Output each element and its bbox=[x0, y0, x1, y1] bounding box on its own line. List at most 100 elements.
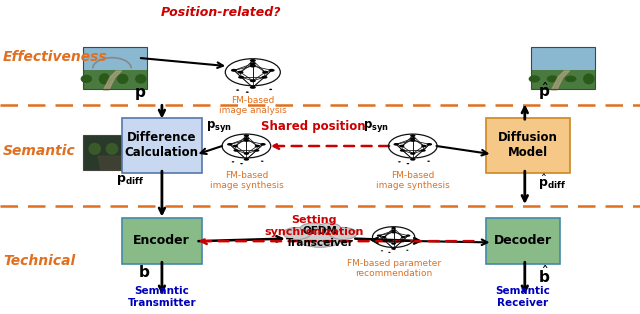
Circle shape bbox=[427, 143, 432, 146]
Circle shape bbox=[400, 149, 405, 152]
Ellipse shape bbox=[117, 74, 129, 84]
Circle shape bbox=[234, 149, 239, 152]
Ellipse shape bbox=[547, 75, 558, 83]
Text: Position-related?: Position-related? bbox=[161, 6, 281, 19]
Circle shape bbox=[260, 143, 266, 146]
Circle shape bbox=[237, 71, 243, 74]
Circle shape bbox=[428, 160, 430, 162]
FancyBboxPatch shape bbox=[486, 218, 560, 264]
Circle shape bbox=[250, 79, 256, 82]
Circle shape bbox=[236, 89, 239, 91]
Circle shape bbox=[382, 240, 387, 242]
Ellipse shape bbox=[88, 143, 101, 155]
Text: $\hat{\mathbf{b}}$: $\hat{\mathbf{b}}$ bbox=[538, 264, 550, 286]
FancyBboxPatch shape bbox=[486, 118, 570, 173]
Circle shape bbox=[391, 230, 396, 232]
Circle shape bbox=[406, 235, 410, 237]
Text: Technical: Technical bbox=[3, 254, 76, 268]
Ellipse shape bbox=[317, 223, 340, 233]
Ellipse shape bbox=[300, 223, 326, 233]
Circle shape bbox=[391, 242, 396, 245]
Ellipse shape bbox=[283, 227, 311, 240]
FancyArrowPatch shape bbox=[273, 143, 389, 149]
Circle shape bbox=[261, 160, 264, 162]
Text: $\mathbf{p}_{\mathbf{syn}}$: $\mathbf{p}_{\mathbf{syn}}$ bbox=[363, 119, 389, 134]
Text: Decoder: Decoder bbox=[494, 235, 552, 247]
FancyBboxPatch shape bbox=[531, 70, 595, 89]
Circle shape bbox=[250, 86, 256, 89]
Text: Effectiveness: Effectiveness bbox=[3, 50, 108, 63]
Text: $\mathbf{b}$: $\mathbf{b}$ bbox=[138, 264, 150, 280]
Circle shape bbox=[410, 158, 415, 161]
Circle shape bbox=[262, 71, 268, 74]
Circle shape bbox=[388, 252, 390, 253]
Text: $\hat{\mathbf{p}}$: $\hat{\mathbf{p}}$ bbox=[538, 80, 550, 102]
FancyArrowPatch shape bbox=[522, 262, 527, 291]
Circle shape bbox=[391, 231, 396, 233]
Circle shape bbox=[420, 149, 426, 152]
Circle shape bbox=[410, 134, 415, 137]
Text: Encoder: Encoder bbox=[133, 235, 190, 247]
Circle shape bbox=[399, 145, 404, 147]
Circle shape bbox=[244, 139, 249, 142]
Text: Difference
Calculation: Difference Calculation bbox=[125, 131, 198, 159]
Circle shape bbox=[244, 137, 249, 140]
FancyArrowPatch shape bbox=[201, 238, 474, 244]
Circle shape bbox=[232, 161, 234, 162]
Text: Semantic: Semantic bbox=[3, 144, 76, 158]
Circle shape bbox=[246, 91, 249, 93]
Circle shape bbox=[401, 236, 405, 238]
Circle shape bbox=[406, 250, 408, 251]
Text: OFDM
Transceiver: OFDM Transceiver bbox=[286, 226, 354, 248]
Text: FM-based
image analysis: FM-based image analysis bbox=[219, 96, 287, 115]
Circle shape bbox=[410, 137, 415, 140]
Ellipse shape bbox=[123, 143, 136, 155]
FancyBboxPatch shape bbox=[122, 118, 202, 173]
FancyBboxPatch shape bbox=[83, 70, 147, 89]
Text: $\mathbf{p}$: $\mathbf{p}$ bbox=[134, 86, 146, 102]
FancyArrowPatch shape bbox=[522, 107, 527, 119]
Ellipse shape bbox=[81, 75, 92, 83]
Text: Shared position: Shared position bbox=[261, 121, 366, 133]
Ellipse shape bbox=[583, 73, 595, 84]
Circle shape bbox=[250, 65, 256, 68]
Circle shape bbox=[261, 76, 268, 79]
Circle shape bbox=[410, 152, 415, 155]
Circle shape bbox=[382, 236, 387, 238]
FancyArrowPatch shape bbox=[372, 238, 487, 245]
Circle shape bbox=[269, 69, 275, 72]
Circle shape bbox=[381, 250, 383, 252]
Ellipse shape bbox=[565, 76, 577, 82]
Circle shape bbox=[406, 163, 409, 164]
Circle shape bbox=[398, 161, 401, 162]
Circle shape bbox=[238, 76, 244, 79]
Circle shape bbox=[421, 145, 426, 147]
FancyArrowPatch shape bbox=[200, 146, 222, 154]
Ellipse shape bbox=[135, 74, 147, 84]
Circle shape bbox=[254, 149, 259, 152]
FancyBboxPatch shape bbox=[83, 135, 141, 170]
Text: $\mathbf{p}_{\mathbf{diff}}$: $\mathbf{p}_{\mathbf{diff}}$ bbox=[116, 173, 144, 187]
Ellipse shape bbox=[529, 75, 540, 83]
FancyBboxPatch shape bbox=[83, 47, 147, 70]
Circle shape bbox=[233, 145, 238, 147]
Text: $\hat{\mathbf{p}}_{\mathbf{diff}}$: $\hat{\mathbf{p}}_{\mathbf{diff}}$ bbox=[538, 173, 566, 192]
Text: $\mathbf{p}_{\mathbf{syn}}$: $\mathbf{p}_{\mathbf{syn}}$ bbox=[206, 119, 232, 134]
Text: Diffusion
Model: Diffusion Model bbox=[498, 131, 558, 159]
Circle shape bbox=[400, 240, 405, 242]
FancyArrowPatch shape bbox=[522, 171, 527, 201]
Ellipse shape bbox=[329, 227, 357, 240]
FancyBboxPatch shape bbox=[122, 218, 202, 264]
FancyArrowPatch shape bbox=[159, 105, 164, 116]
FancyArrowPatch shape bbox=[159, 262, 164, 291]
Circle shape bbox=[377, 235, 381, 237]
Circle shape bbox=[231, 69, 237, 72]
Ellipse shape bbox=[99, 73, 110, 84]
Circle shape bbox=[250, 59, 256, 62]
Circle shape bbox=[250, 62, 256, 65]
Circle shape bbox=[227, 143, 232, 146]
Text: Semantic
Transmitter: Semantic Transmitter bbox=[127, 286, 196, 308]
FancyArrowPatch shape bbox=[355, 238, 420, 244]
Circle shape bbox=[244, 158, 249, 161]
Text: FM-based
image synthesis: FM-based image synthesis bbox=[209, 171, 284, 190]
